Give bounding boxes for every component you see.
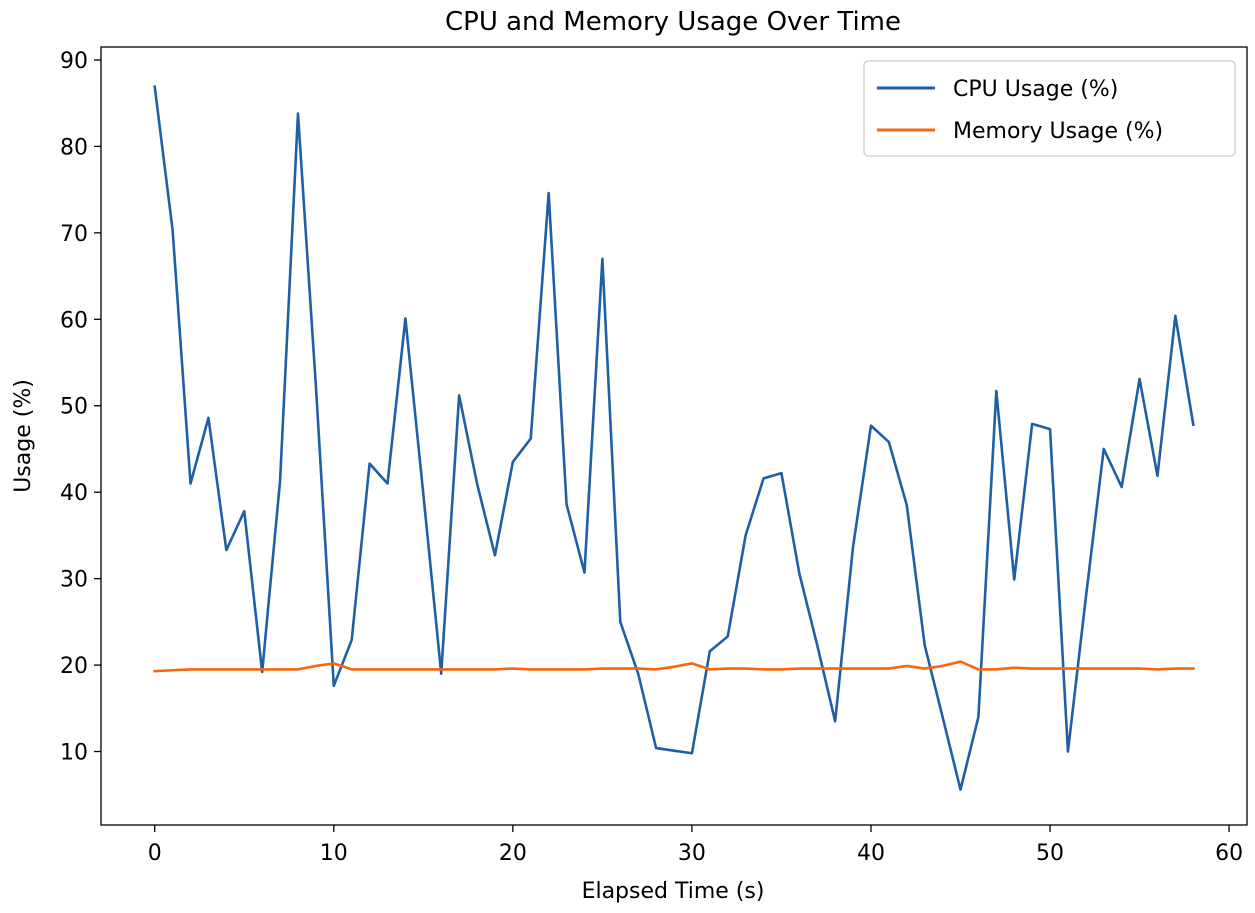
y-tick-label: 70	[60, 222, 88, 247]
x-tick-label: 60	[1215, 841, 1243, 866]
legend-label-memory: Memory Usage (%)	[953, 119, 1163, 144]
y-tick-label: 20	[60, 654, 88, 679]
plot-lines	[153, 85, 1195, 791]
x-tick-label: 30	[678, 841, 706, 866]
y-tick-label: 10	[60, 741, 88, 766]
x-tick-label: 0	[148, 841, 162, 866]
series-line-1	[153, 660, 1195, 673]
chart-title: CPU and Memory Usage Over Time	[445, 7, 901, 37]
x-tick-label: 40	[857, 841, 885, 866]
y-tick-label: 50	[60, 395, 88, 420]
y-tick-label: 40	[60, 481, 88, 506]
legend-box	[863, 60, 1236, 157]
y-axis-ticks: 10 20 30 40 50 60 70 80 90	[60, 49, 101, 766]
y-tick-label: 90	[60, 49, 88, 74]
x-axis-ticks: 0 10 20 30 40 50 60	[148, 825, 1243, 866]
y-axis-label: Usage (%)	[11, 379, 36, 493]
y-tick-label: 80	[60, 135, 88, 160]
legend-label-cpu: CPU Usage (%)	[953, 77, 1118, 102]
axes-frame	[100, 46, 1248, 826]
y-tick-label: 30	[60, 568, 88, 593]
series-line-0	[153, 85, 1195, 791]
x-tick-label: 50	[1036, 841, 1064, 866]
x-tick-label: 10	[320, 841, 348, 866]
x-tick-label: 20	[499, 841, 527, 866]
y-tick-label: 60	[60, 308, 88, 333]
legend: CPU Usage (%) Memory Usage (%)	[863, 60, 1236, 157]
x-axis-label: Elapsed Time (s)	[582, 879, 765, 904]
